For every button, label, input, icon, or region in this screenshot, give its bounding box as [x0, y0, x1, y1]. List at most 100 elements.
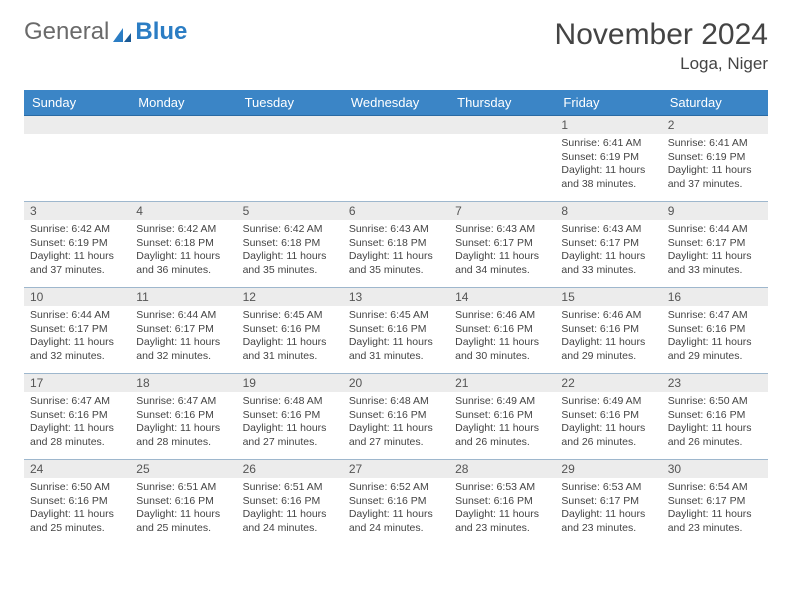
- day-number: [237, 116, 343, 134]
- sail-icon: [111, 23, 133, 41]
- sunset-text: Sunset: 6:16 PM: [455, 495, 549, 509]
- sunrise-text: Sunrise: 6:53 AM: [455, 481, 549, 495]
- sunset-text: Sunset: 6:16 PM: [136, 495, 230, 509]
- calendar-table: Sunday Monday Tuesday Wednesday Thursday…: [24, 90, 768, 546]
- day-number: 5: [237, 202, 343, 220]
- day-details: Sunrise: 6:47 AMSunset: 6:16 PMDaylight:…: [662, 306, 768, 368]
- sunrise-text: Sunrise: 6:51 AM: [136, 481, 230, 495]
- day-number: 2: [662, 116, 768, 134]
- sunset-text: Sunset: 6:17 PM: [561, 237, 655, 251]
- day-number: 18: [130, 374, 236, 392]
- calendar-cell: 5Sunrise: 6:42 AMSunset: 6:18 PMDaylight…: [237, 202, 343, 288]
- sunset-text: Sunset: 6:17 PM: [668, 495, 762, 509]
- weekday-header: Tuesday: [237, 90, 343, 116]
- calendar-row: 1Sunrise: 6:41 AMSunset: 6:19 PMDaylight…: [24, 116, 768, 202]
- weekday-header: Monday: [130, 90, 236, 116]
- sunrise-text: Sunrise: 6:44 AM: [668, 223, 762, 237]
- calendar-cell: 20Sunrise: 6:48 AMSunset: 6:16 PMDayligh…: [343, 374, 449, 460]
- sunrise-text: Sunrise: 6:50 AM: [30, 481, 124, 495]
- day-number: 11: [130, 288, 236, 306]
- day-number: 30: [662, 460, 768, 478]
- sunrise-text: Sunrise: 6:47 AM: [668, 309, 762, 323]
- sunset-text: Sunset: 6:16 PM: [668, 323, 762, 337]
- daylight-text: Daylight: 11 hours and 32 minutes.: [30, 336, 124, 363]
- day-details: Sunrise: 6:45 AMSunset: 6:16 PMDaylight:…: [237, 306, 343, 368]
- sunset-text: Sunset: 6:19 PM: [561, 151, 655, 165]
- daylight-text: Daylight: 11 hours and 31 minutes.: [243, 336, 337, 363]
- daylight-text: Daylight: 11 hours and 35 minutes.: [349, 250, 443, 277]
- calendar-cell: [24, 116, 130, 202]
- day-details: Sunrise: 6:47 AMSunset: 6:16 PMDaylight:…: [24, 392, 130, 454]
- day-details: Sunrise: 6:47 AMSunset: 6:16 PMDaylight:…: [130, 392, 236, 454]
- sunset-text: Sunset: 6:16 PM: [668, 409, 762, 423]
- title-block: November 2024 Loga, Niger: [555, 18, 768, 74]
- calendar-cell: 30 Sunrise: 6:54 AMSunset: 6:17 PMDayligh…: [662, 460, 768, 546]
- weekday-header: Thursday: [449, 90, 555, 116]
- daylight-text: Daylight: 11 hours and 23 minutes.: [455, 508, 549, 535]
- day-details: Sunrise: 6:50 AMSunset: 6:16 PMDaylight:…: [662, 392, 768, 454]
- day-details: Sunrise: 6:43 AMSunset: 6:17 PMDaylight:…: [449, 220, 555, 282]
- day-details: Sunrise: 6:45 AMSunset: 6:16 PMDaylight:…: [343, 306, 449, 368]
- day-number: 25: [130, 460, 236, 478]
- daylight-text: Daylight: 11 hours and 26 minutes.: [455, 422, 549, 449]
- day-details: Sunrise: 6:51 AMSunset: 6:16 PMDaylight:…: [130, 478, 236, 540]
- daylight-text: Daylight: 11 hours and 34 minutes.: [455, 250, 549, 277]
- daylight-text: Daylight: 11 hours and 25 minutes.: [136, 508, 230, 535]
- calendar-cell: 16Sunrise: 6:47 AMSunset: 6:16 PMDayligh…: [662, 288, 768, 374]
- calendar-row: 10Sunrise: 6:44 AMSunset: 6:17 PMDayligh…: [24, 288, 768, 374]
- sunset-text: Sunset: 6:16 PM: [349, 323, 443, 337]
- daylight-text: Daylight: 11 hours and 23 minutes.: [668, 508, 762, 535]
- calendar-cell: 21Sunrise: 6:49 AMSunset: 6:16 PMDayligh…: [449, 374, 555, 460]
- sunrise-text: Sunrise: 6:42 AM: [243, 223, 337, 237]
- day-number: 7: [449, 202, 555, 220]
- calendar-row: 24Sunrise: 6:50 AMSunset: 6:16 PMDayligh…: [24, 460, 768, 546]
- sunset-text: Sunset: 6:18 PM: [243, 237, 337, 251]
- daylight-text: Daylight: 11 hours and 23 minutes.: [561, 508, 655, 535]
- sunrise-text: Sunrise: 6:48 AM: [349, 395, 443, 409]
- sunset-text: Sunset: 6:17 PM: [30, 323, 124, 337]
- daylight-text: Daylight: 11 hours and 33 minutes.: [561, 250, 655, 277]
- daylight-text: Daylight: 11 hours and 25 minutes.: [30, 508, 124, 535]
- sunset-text: Sunset: 6:19 PM: [30, 237, 124, 251]
- sunset-text: Sunset: 6:18 PM: [136, 237, 230, 251]
- calendar-cell: 9Sunrise: 6:44 AMSunset: 6:17 PMDaylight…: [662, 202, 768, 288]
- daylight-text: Daylight: 11 hours and 24 minutes.: [349, 508, 443, 535]
- day-details: Sunrise: 6:42 AMSunset: 6:18 PMDaylight:…: [237, 220, 343, 282]
- sunset-text: Sunset: 6:18 PM: [349, 237, 443, 251]
- day-details: Sunrise: 6:44 AMSunset: 6:17 PMDaylight:…: [662, 220, 768, 282]
- day-number: 15: [555, 288, 661, 306]
- daylight-text: Daylight: 11 hours and 35 minutes.: [243, 250, 337, 277]
- daylight-text: Daylight: 11 hours and 27 minutes.: [349, 422, 443, 449]
- day-number: 13: [343, 288, 449, 306]
- calendar-cell: 27Sunrise: 6:52 AMSunset: 6:16 PMDayligh…: [343, 460, 449, 546]
- day-details: Sunrise: 6:53 AMSunset: 6:17 PMDaylight:…: [555, 478, 661, 540]
- month-title: November 2024: [555, 18, 768, 52]
- day-details: Sunrise: 6:46 AMSunset: 6:16 PMDaylight:…: [449, 306, 555, 368]
- day-details: Sunrise: 6:42 AMSunset: 6:18 PMDaylight:…: [130, 220, 236, 282]
- calendar-cell: 17Sunrise: 6:47 AMSunset: 6:16 PMDayligh…: [24, 374, 130, 460]
- day-number: 29: [555, 460, 661, 478]
- sunrise-text: Sunrise: 6:54 AM: [668, 481, 762, 495]
- day-details: Sunrise: 6:46 AMSunset: 6:16 PMDaylight:…: [555, 306, 661, 368]
- sunset-text: Sunset: 6:16 PM: [455, 323, 549, 337]
- sunrise-text: Sunrise: 6:46 AM: [455, 309, 549, 323]
- sunrise-text: Sunrise: 6:49 AM: [455, 395, 549, 409]
- day-details: Sunrise: 6:44 AMSunset: 6:17 PMDaylight:…: [130, 306, 236, 368]
- daylight-text: Daylight: 11 hours and 38 minutes.: [561, 164, 655, 191]
- daylight-text: Daylight: 11 hours and 29 minutes.: [561, 336, 655, 363]
- sunset-text: Sunset: 6:16 PM: [349, 409, 443, 423]
- calendar-cell: [449, 116, 555, 202]
- sunset-text: Sunset: 6:16 PM: [455, 409, 549, 423]
- day-number: 6: [343, 202, 449, 220]
- calendar-cell: 18Sunrise: 6:47 AMSunset: 6:16 PMDayligh…: [130, 374, 236, 460]
- calendar-cell: 19Sunrise: 6:48 AMSunset: 6:16 PMDayligh…: [237, 374, 343, 460]
- calendar-cell: 23Sunrise: 6:50 AMSunset: 6:16 PMDayligh…: [662, 374, 768, 460]
- sunset-text: Sunset: 6:17 PM: [561, 495, 655, 509]
- day-number: 3: [24, 202, 130, 220]
- daylight-text: Daylight: 11 hours and 36 minutes.: [136, 250, 230, 277]
- calendar-cell: 24Sunrise: 6:50 AMSunset: 6:16 PMDayligh…: [24, 460, 130, 546]
- daylight-text: Daylight: 11 hours and 26 minutes.: [561, 422, 655, 449]
- sunset-text: Sunset: 6:16 PM: [243, 495, 337, 509]
- day-number: [449, 116, 555, 134]
- daylight-text: Daylight: 11 hours and 27 minutes.: [243, 422, 337, 449]
